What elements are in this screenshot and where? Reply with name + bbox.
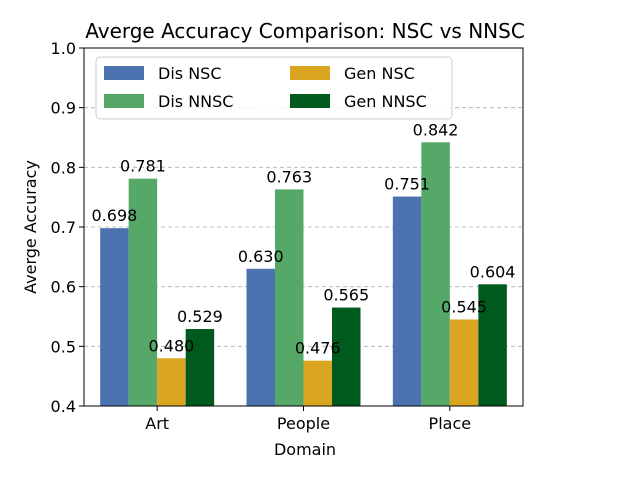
legend-label: Dis NSC: [158, 64, 221, 83]
y-tick-label: 0.8: [51, 158, 76, 177]
legend-frame: [95, 56, 453, 120]
bar: [392, 196, 422, 406]
legend-swatch: [290, 66, 330, 80]
data-label: 0.529: [177, 307, 223, 326]
data-label: 0.763: [266, 167, 312, 186]
legend-label: Gen NSC: [344, 64, 415, 83]
data-label: 0.476: [295, 339, 341, 358]
data-label: 0.545: [441, 297, 487, 316]
x-axis-ticks: Art People Place: [145, 406, 471, 433]
x-tick-label: Place: [429, 414, 472, 433]
bar: [157, 358, 186, 406]
data-label: 0.480: [149, 336, 195, 355]
bar: [246, 268, 275, 406]
y-tick-label: 0.4: [51, 397, 76, 416]
bar: [421, 142, 450, 407]
legend-swatch: [104, 94, 144, 108]
x-tick-label: Art: [145, 414, 169, 433]
bar: [449, 319, 479, 406]
x-tick-label: People: [277, 414, 330, 433]
bar: [128, 178, 158, 406]
data-label: 0.698: [92, 206, 138, 225]
y-tick-label: 0.9: [51, 99, 76, 118]
bars: [100, 142, 507, 407]
data-labels: 0.698 0.781 0.480 0.529 0.630 0.763 0.476 0.565…: [92, 120, 516, 357]
bar: [275, 189, 304, 406]
y-tick-label: 0.7: [51, 218, 76, 237]
x-axis-label: Domain: [274, 440, 336, 459]
y-tick-label: 0.6: [51, 278, 76, 297]
y-tick-label: 0.5: [51, 337, 76, 356]
legend-swatch: [290, 94, 330, 108]
bar: [332, 307, 361, 406]
bar: [100, 228, 129, 406]
y-tick-label: 1.0: [51, 39, 76, 58]
data-label: 0.604: [470, 262, 516, 281]
y-axis-label: Averge Accuracy: [21, 160, 40, 294]
bar: [303, 360, 332, 406]
data-label: 0.565: [323, 286, 369, 305]
data-label: 0.630: [238, 247, 284, 266]
data-label: 0.751: [384, 175, 430, 194]
data-label: 0.781: [120, 157, 166, 176]
legend-label: Gen NNSC: [344, 92, 427, 111]
data-label: 0.842: [413, 120, 459, 139]
chart-title: Averge Accuracy Comparison: NSC vs NNSC: [85, 19, 525, 43]
legend-swatch: [104, 66, 144, 80]
bar: [185, 329, 215, 406]
legend: Dis NSC Dis NNSC Gen NSC Gen NNSC: [95, 56, 453, 120]
legend-label: Dis NNSC: [158, 92, 233, 111]
bar: [478, 284, 507, 406]
y-axis-ticks: 0.4 0.5 0.6 0.7 0.8 0.9 1.0: [51, 39, 84, 416]
